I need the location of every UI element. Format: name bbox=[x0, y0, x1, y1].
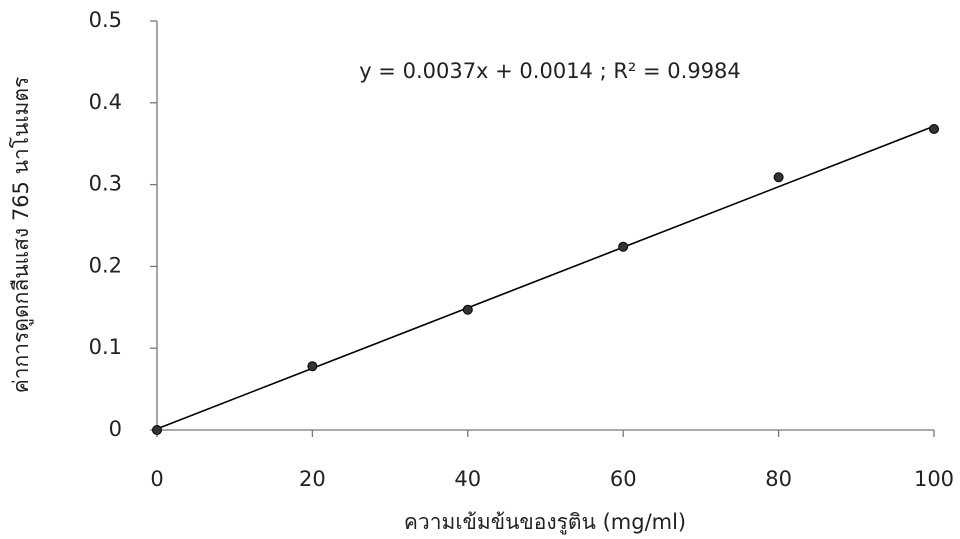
data-point bbox=[463, 305, 472, 314]
equation-annotation: y = 0.0037x + 0.0014 ; R² = 0.9984 bbox=[359, 59, 741, 83]
y-tick-label: 0.5 bbox=[89, 8, 122, 32]
x-tick-label: 60 bbox=[610, 467, 637, 491]
x-tick-label: 40 bbox=[454, 467, 481, 491]
y-tick-label: 0.3 bbox=[89, 172, 122, 196]
y-tick-label: 0.1 bbox=[89, 335, 122, 359]
data-point bbox=[619, 242, 628, 251]
data-point bbox=[774, 173, 783, 182]
data-point bbox=[308, 362, 317, 371]
x-axis-title: ความเข้มข้นของรูติน (mg/ml) bbox=[404, 510, 686, 535]
page: {"chart_data": {"type": "scatter", "x_la… bbox=[0, 0, 960, 539]
x-tick-label: 80 bbox=[765, 467, 792, 491]
y-tick-label: 0.4 bbox=[89, 90, 122, 114]
y-axis-title: ค่าการดูดกลืนแสง 765 นาโนเมตร bbox=[9, 77, 34, 394]
data-point bbox=[153, 426, 162, 435]
y-tick-label: 0 bbox=[109, 417, 122, 441]
data-point bbox=[930, 124, 939, 133]
x-tick-label: 0 bbox=[150, 467, 163, 491]
x-tick-label: 20 bbox=[299, 467, 326, 491]
trendline bbox=[157, 126, 934, 429]
x-tick-label: 100 bbox=[914, 467, 954, 491]
chart: y = 0.0037x + 0.0014 ; R² = 0.9984 ความเ… bbox=[0, 0, 960, 539]
y-tick-label: 0.2 bbox=[89, 253, 122, 277]
